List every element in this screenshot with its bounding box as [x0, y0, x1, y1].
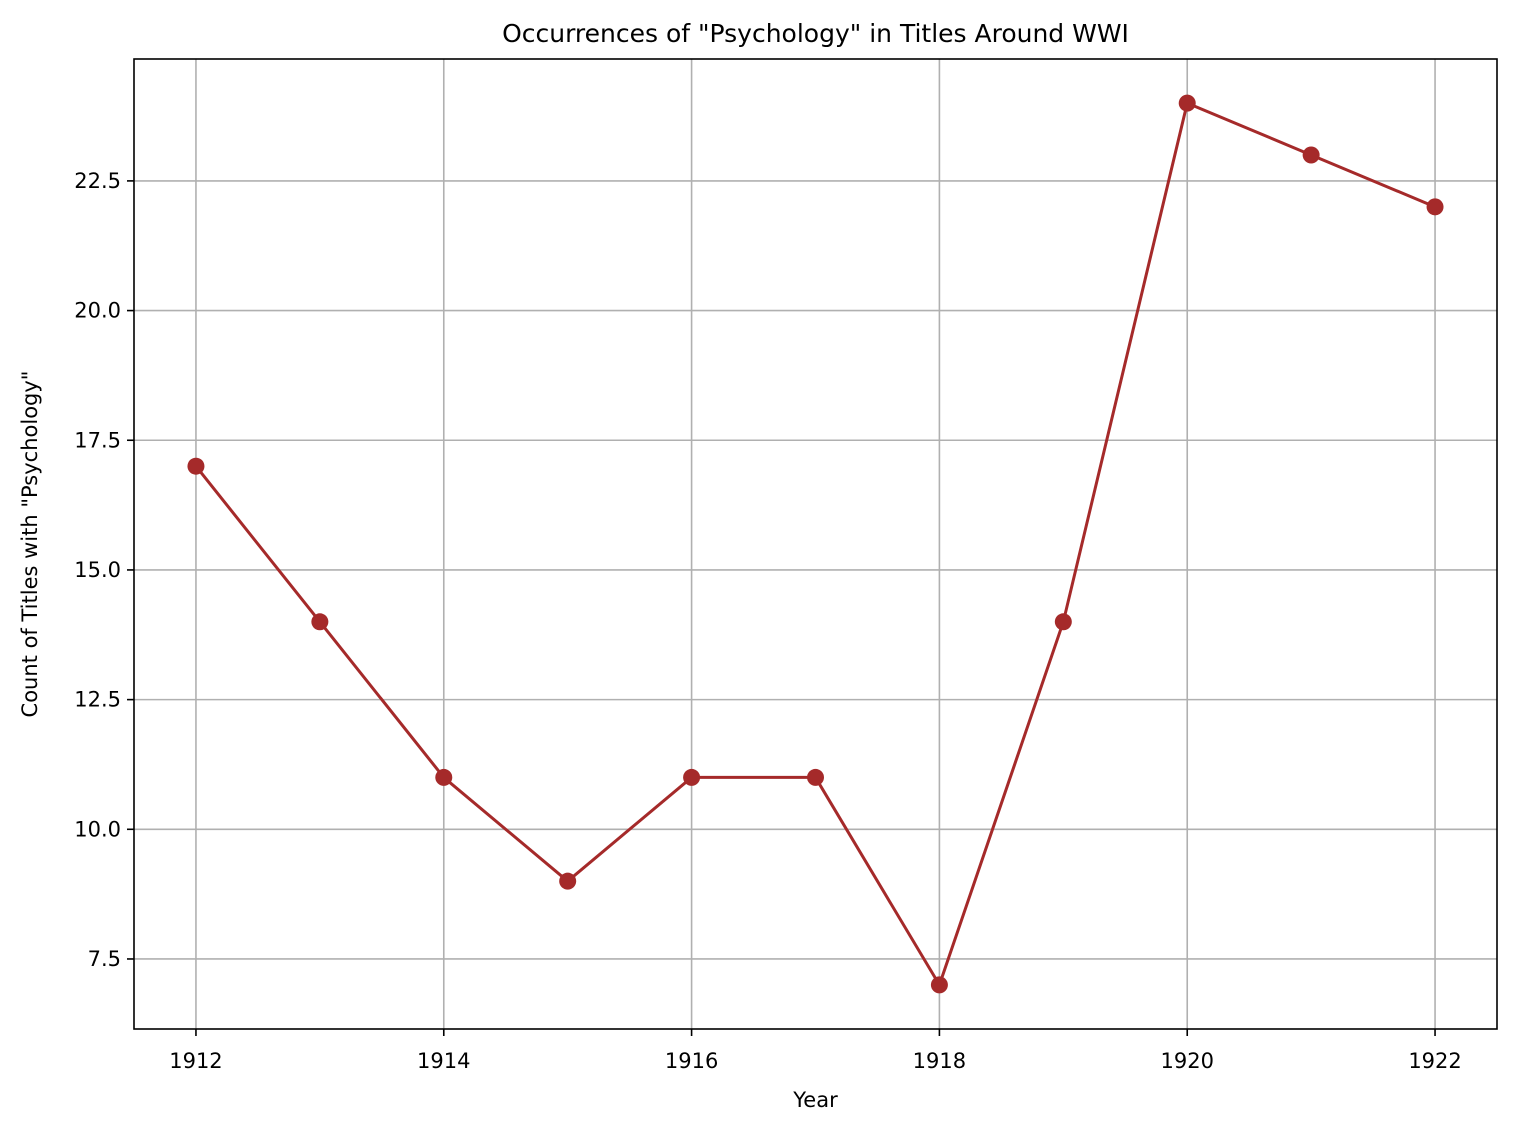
x-tick-label: 1920 [1161, 1049, 1214, 1073]
axis-ticks: 1912 1914 1916 1918 1920 1922 7.5 10.0 12.5 15.0 1… [74, 169, 1462, 1073]
data-point-1914 [435, 768, 453, 786]
data-point-1917 [807, 768, 824, 786]
grid [134, 59, 1497, 1029]
y-axis-title: Count of Titles with "Psychology" [18, 371, 42, 718]
data-point-1920 [1178, 94, 1196, 112]
y-tick-label: 15.0 [74, 558, 121, 582]
data-point-1919 [1054, 613, 1072, 631]
data-points [187, 94, 1444, 994]
y-tick-label: 17.5 [74, 428, 121, 452]
x-tick-label: 1922 [1408, 1049, 1461, 1073]
data-point-1916 [683, 768, 701, 786]
y-tick-label: 7.5 [88, 947, 121, 971]
y-tick-label: 22.5 [74, 169, 121, 193]
x-tick-label: 1912 [169, 1049, 222, 1073]
x-axis-title: Year [792, 1088, 838, 1112]
chart-title: Occurrences of "Psychology" in Titles Ar… [502, 19, 1129, 48]
data-point-1921 [1302, 146, 1320, 164]
data-point-1912 [187, 457, 205, 475]
y-tick-label: 10.0 [74, 817, 121, 841]
plot-area-frame [133, 58, 1498, 1030]
y-tick-label: 12.5 [74, 688, 121, 712]
x-tick-label: 1918 [913, 1049, 966, 1073]
x-tick-label: 1914 [417, 1049, 470, 1073]
x-tick-label: 1916 [665, 1049, 718, 1073]
data-point-1915 [559, 872, 577, 890]
y-tick-label: 20.0 [74, 299, 121, 323]
data-point-1922 [1426, 198, 1444, 216]
data-point-1918 [930, 976, 948, 994]
data-point-1913 [311, 613, 329, 631]
